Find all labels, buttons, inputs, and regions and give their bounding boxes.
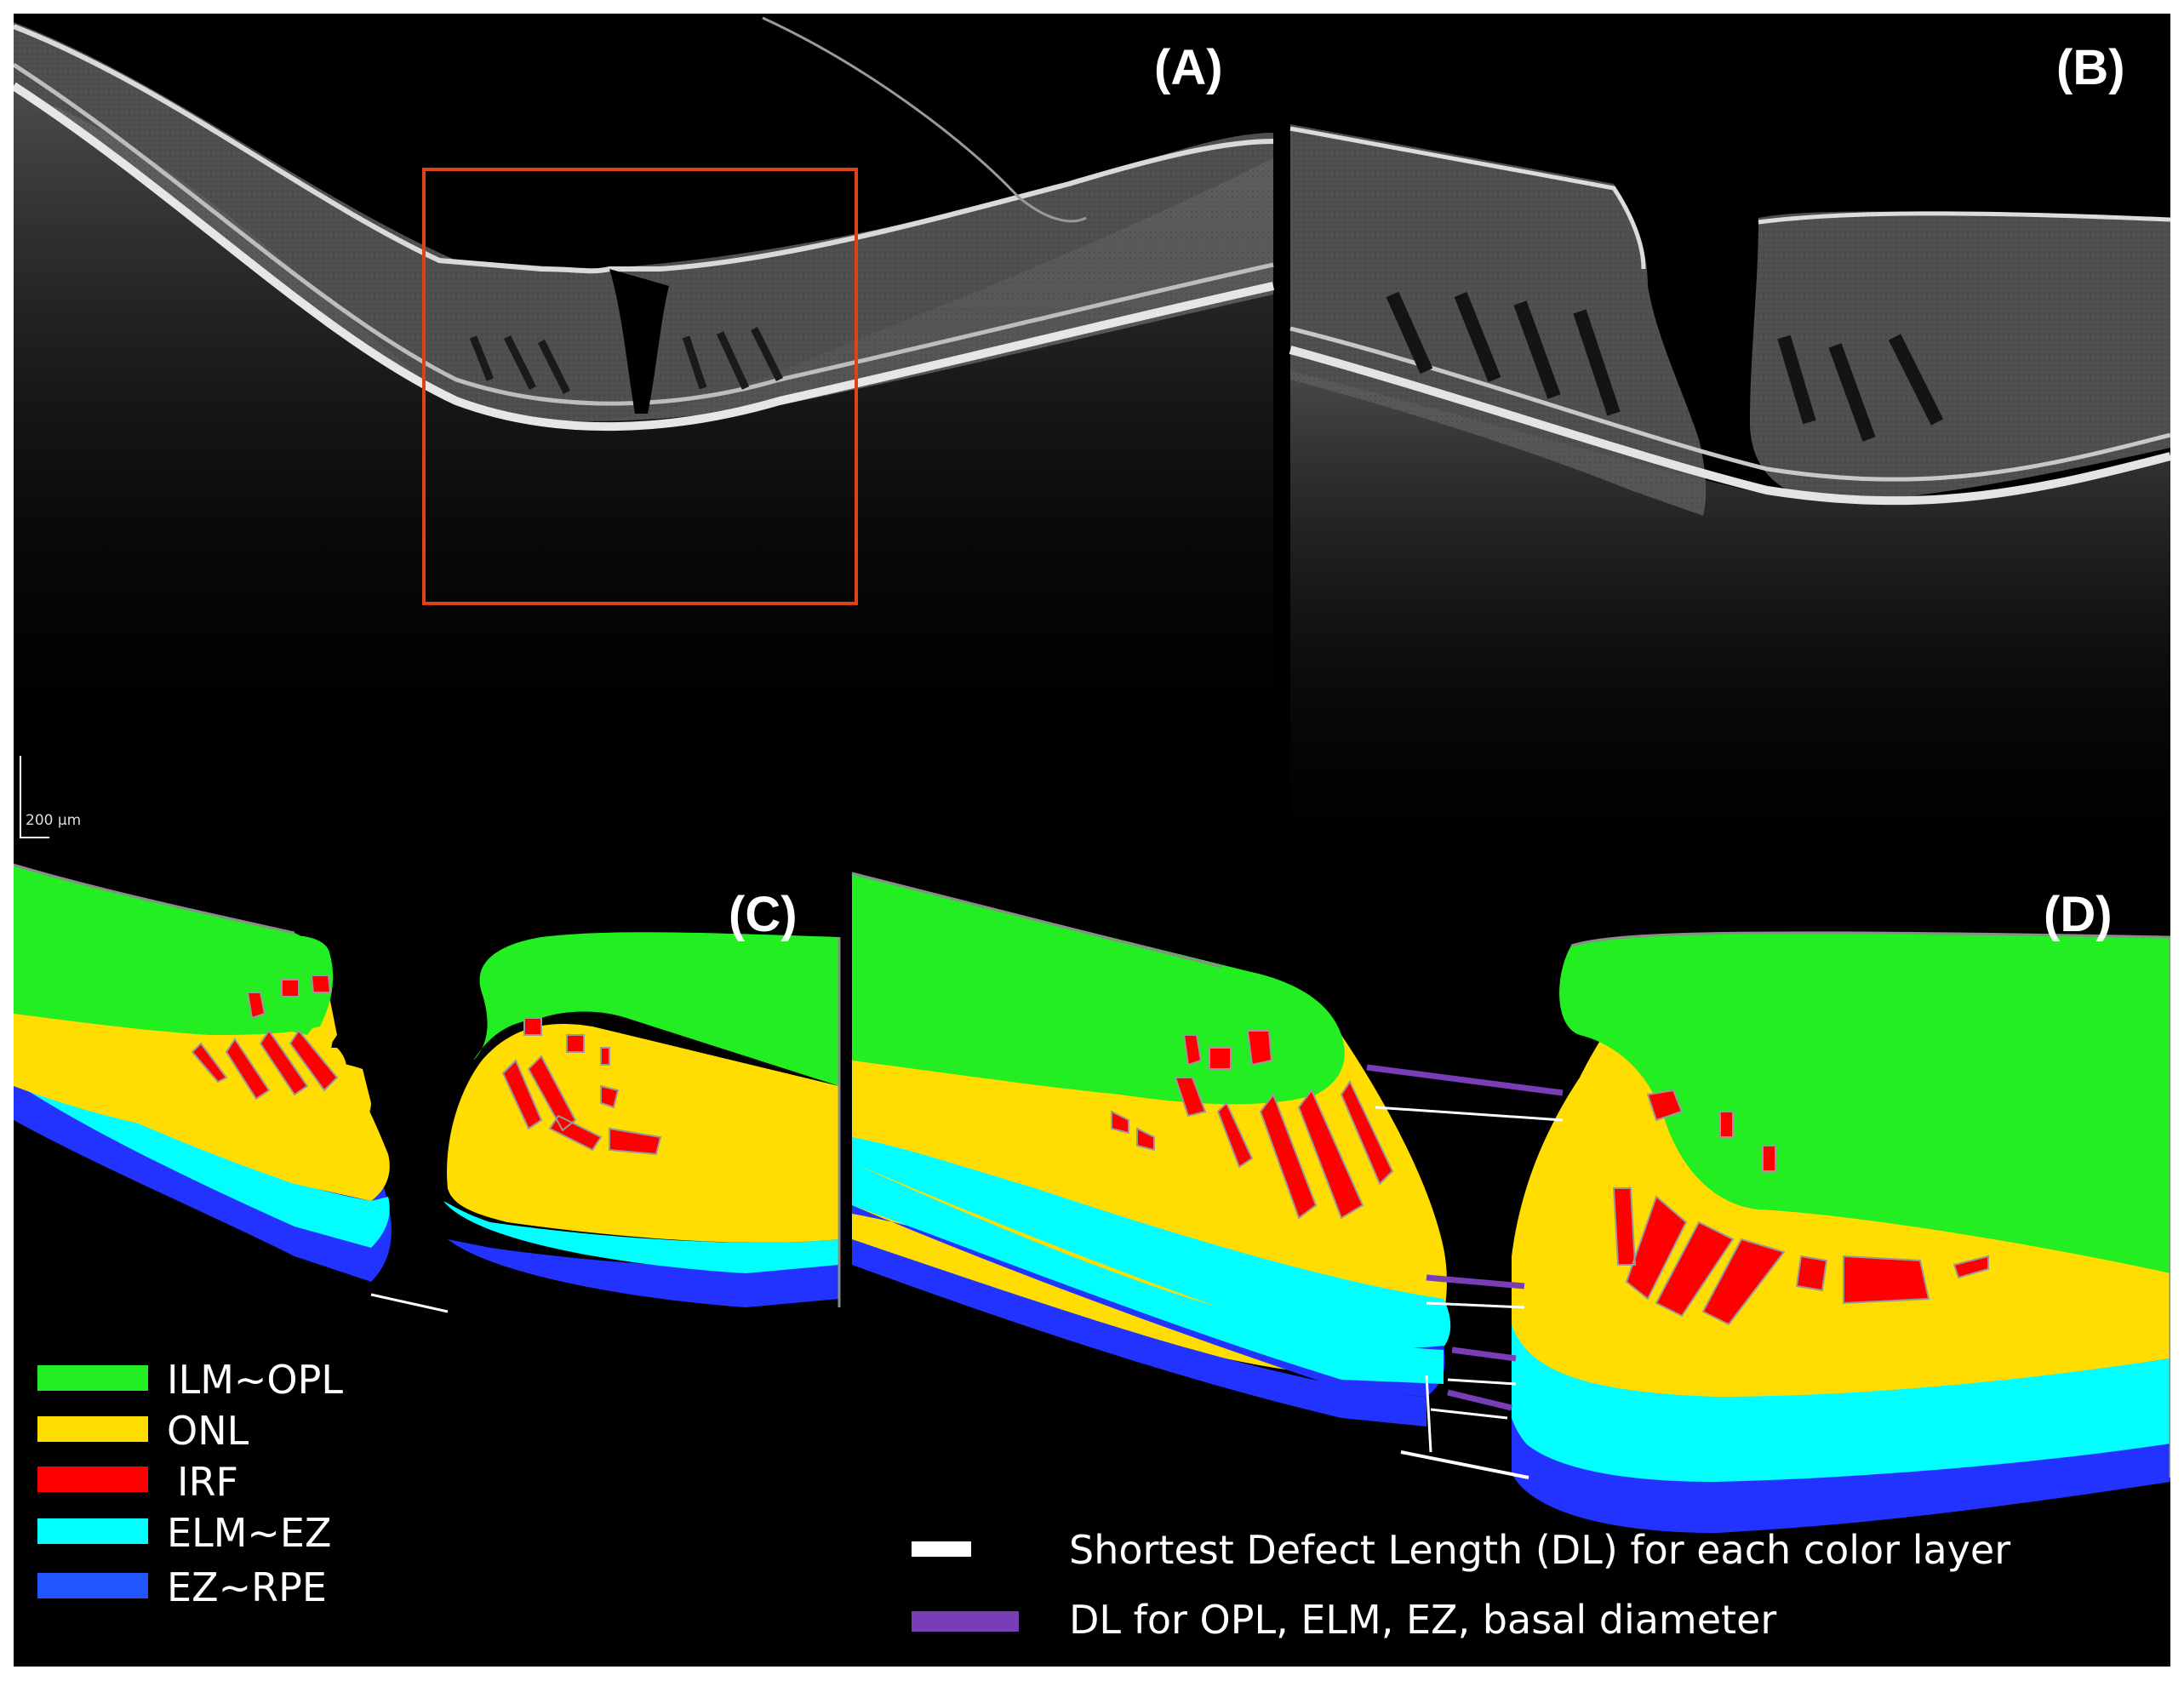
legend-swatch-onl	[37, 1416, 148, 1442]
panel-label-a: (A)	[1154, 40, 1223, 95]
panel-b-oct-zoom	[1289, 124, 2170, 882]
panel-label-d: (D)	[2044, 887, 2113, 942]
legend-swatch-ez-rpe	[37, 1573, 148, 1598]
roi-box	[422, 168, 858, 605]
legend-swatch-ilm-opl	[37, 1365, 148, 1391]
legend-swatch-irf	[37, 1467, 148, 1492]
legend-swatch-elm-ez	[37, 1518, 148, 1544]
defect-length-lines	[1366, 1064, 1564, 1479]
figure: (A) (B) (C) (D) 200 μm ILM~OPL ONL IRF E…	[14, 14, 2170, 1667]
panel-a-oct-scan	[14, 16, 1275, 838]
legend-label-ilm-opl: ILM~OPL	[167, 1357, 343, 1403]
legend-label-irf: IRF	[177, 1459, 238, 1505]
figure-canvas	[14, 16, 2170, 1632]
panel-label-c: (C)	[729, 887, 798, 942]
panel-d-segmentation	[851, 872, 2170, 1533]
legend-label-ez-rpe: EZ~RPE	[167, 1564, 327, 1610]
legend-label-dl-opl-elm-ez: DL for OPL, ELM, EZ, basal diameter	[1069, 1597, 1777, 1643]
legend-line-purple-swatch	[912, 1611, 1019, 1632]
scale-bar-label: 200 μm	[26, 812, 82, 829]
legend-label-elm-ez: ELM~EZ	[167, 1510, 332, 1556]
panel-label-b: (B)	[2056, 40, 2125, 95]
legend-line-white-swatch	[912, 1541, 971, 1557]
legend-label-onl: ONL	[167, 1408, 249, 1454]
panel-c-segmentation	[14, 863, 841, 1313]
legend-label-shortest-dl: Shortest Defect Length (DL) for each col…	[1069, 1527, 2011, 1573]
scale-bar	[20, 756, 49, 838]
